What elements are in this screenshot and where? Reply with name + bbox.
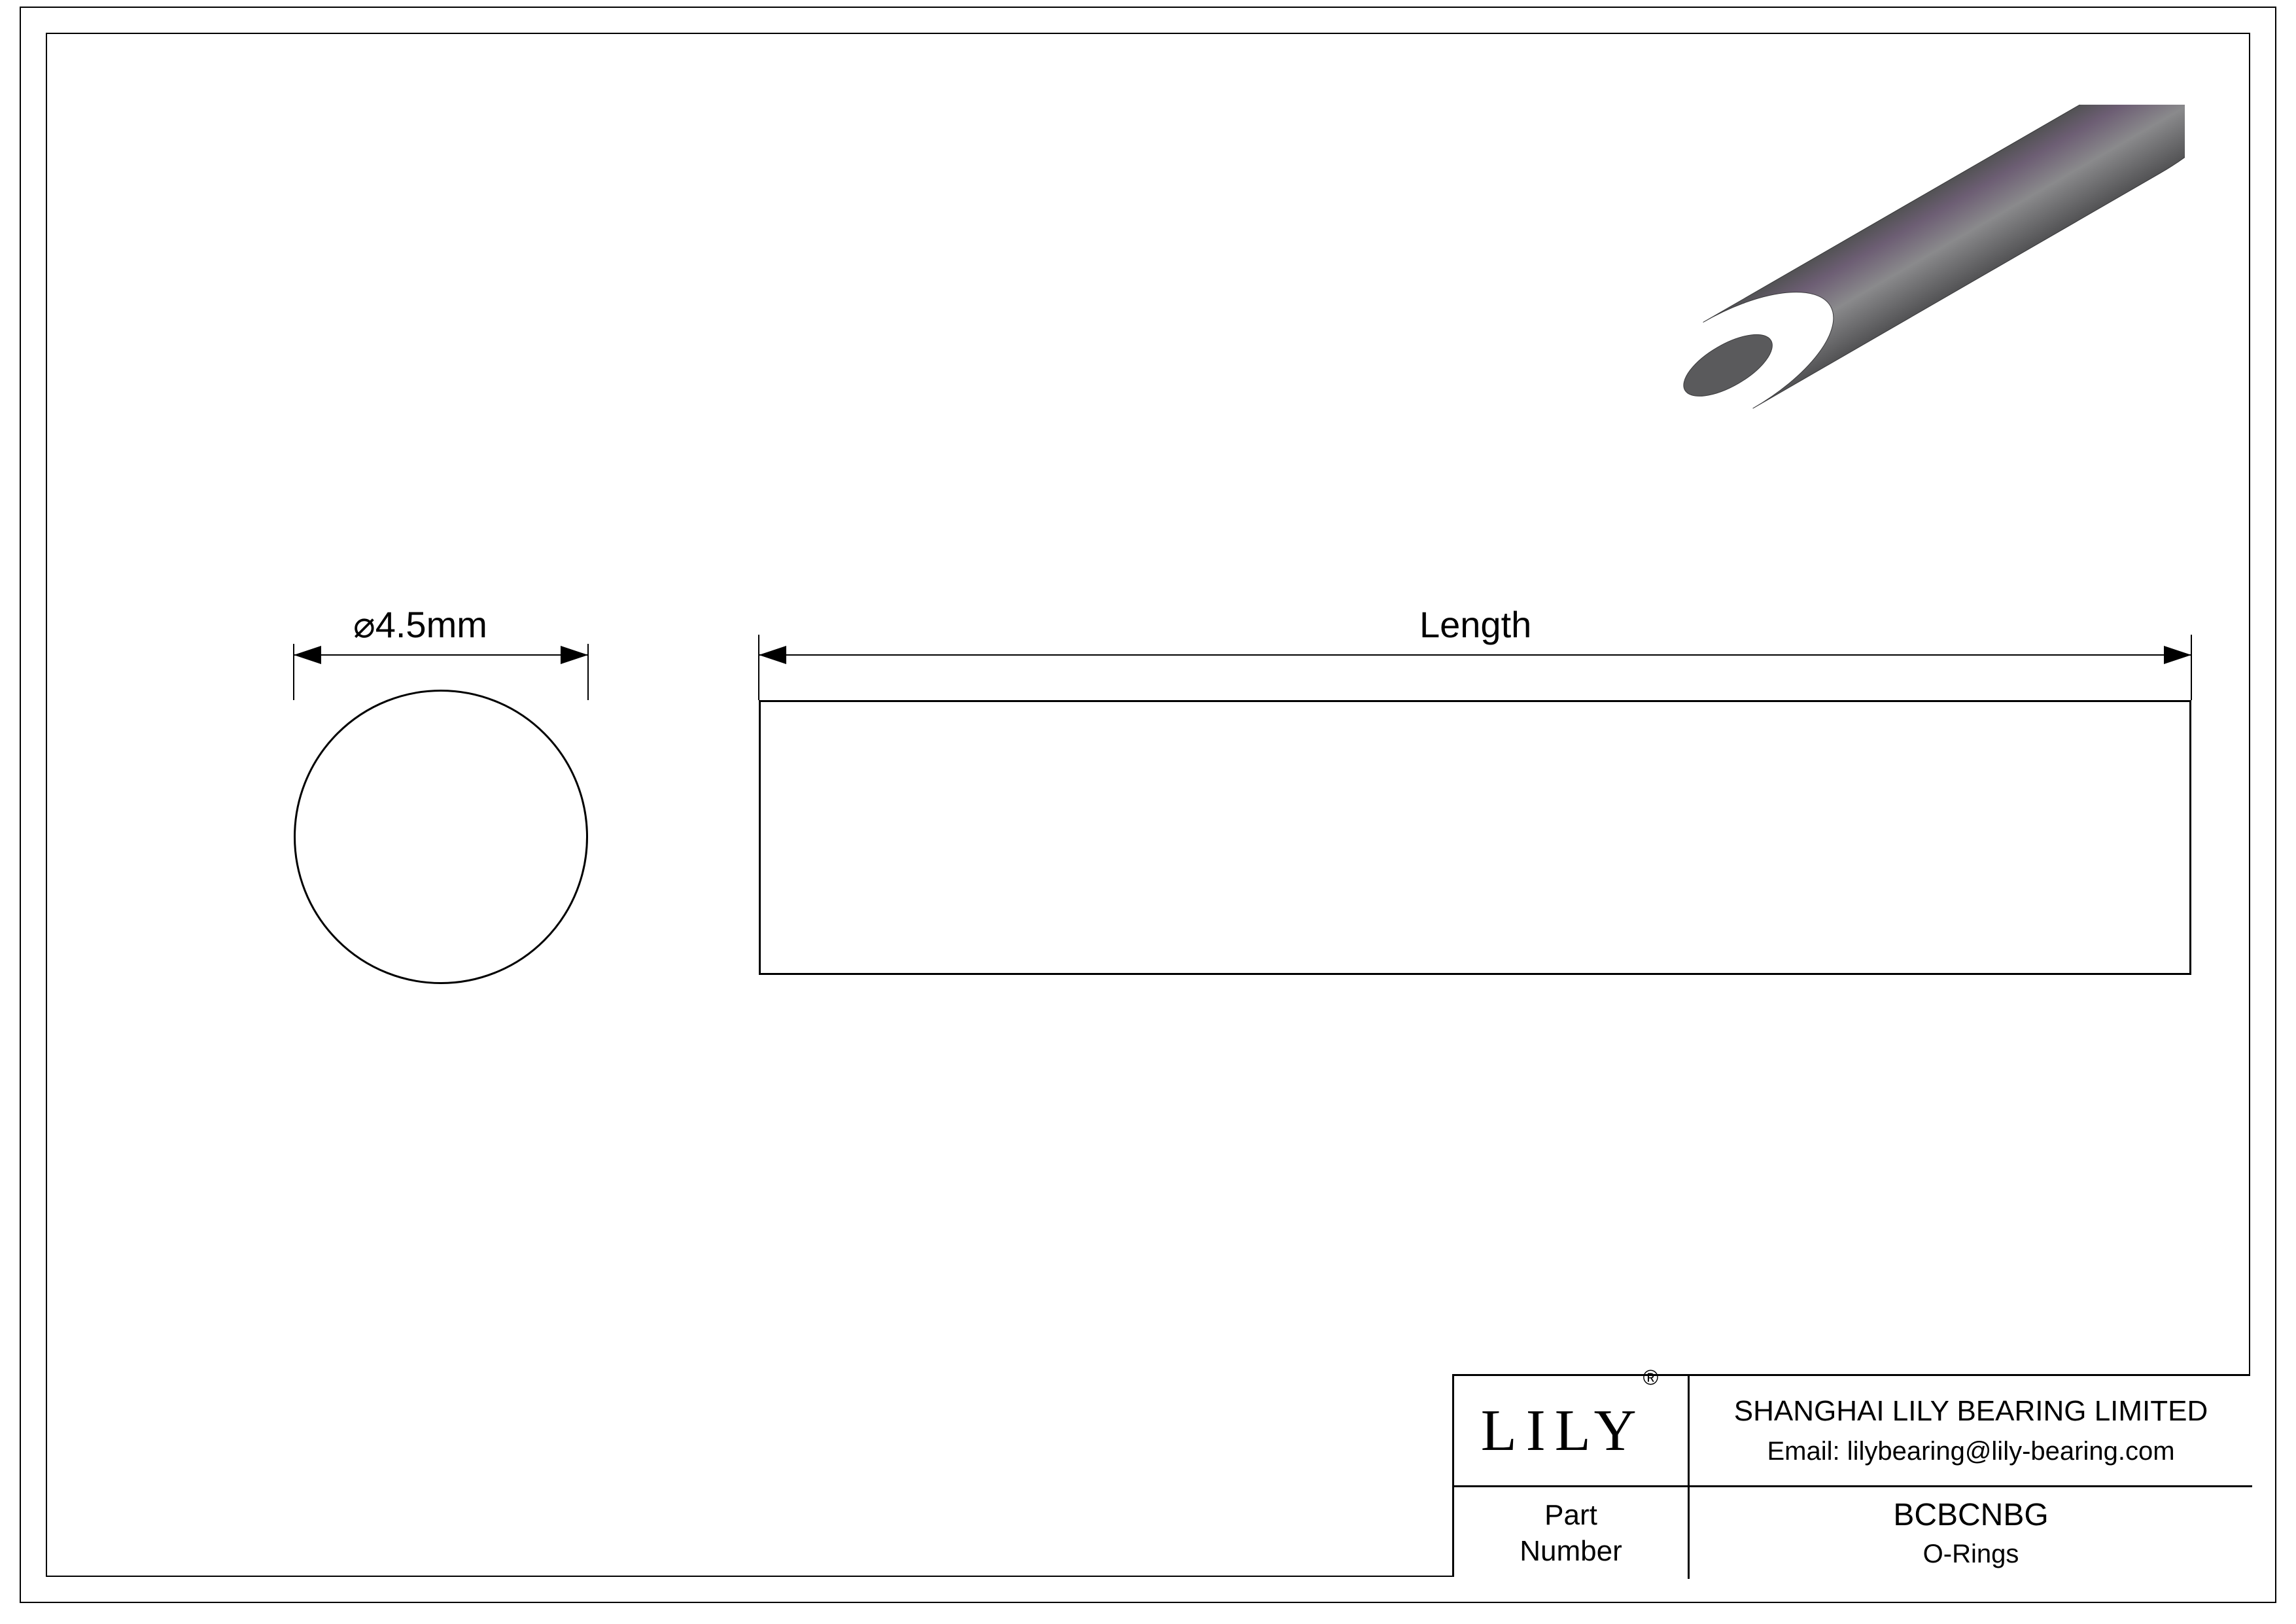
- side-view-rect: [759, 700, 2191, 975]
- part-number-label-line2: Number: [1520, 1535, 1622, 1567]
- part-number-value-cell: BCBCNBG O-Rings: [1690, 1487, 2252, 1579]
- title-block: LILY® SHANGHAI LILY BEARING LIMITED Emai…: [1452, 1374, 2250, 1577]
- length-extension-left: [758, 635, 759, 700]
- brand-logo: LILY®: [1481, 1397, 1661, 1464]
- length-extension-right: [2191, 635, 2192, 700]
- company-email: Email: lilybearing@lily-bearing.com: [1767, 1437, 2174, 1466]
- title-logo-cell: LILY®: [1454, 1376, 1690, 1487]
- dia-dimension-line: [294, 654, 588, 656]
- length-dimension-line: [759, 654, 2191, 656]
- part-number-label-line1: Part: [1544, 1499, 1597, 1531]
- length-label: Length: [1419, 603, 1531, 646]
- part-category: O-Rings: [1923, 1540, 2019, 1569]
- title-company-cell: SHANGHAI LILY BEARING LIMITED Email: lil…: [1690, 1376, 2252, 1487]
- isometric-rod: [1648, 105, 2185, 445]
- dia-arrow-left: [294, 646, 321, 664]
- drawing-canvas: ⌀4.5mm Length LILY® SHANGHAI LILY BEARIN…: [0, 0, 2296, 1624]
- length-arrow-left: [759, 646, 786, 664]
- part-number-label: Part Number: [1520, 1497, 1622, 1569]
- registered-icon: ®: [1643, 1366, 1659, 1389]
- part-number-label-cell: Part Number: [1454, 1487, 1690, 1579]
- company-name: SHANGHAI LILY BEARING LIMITED: [1734, 1395, 2208, 1428]
- cross-section-circle: [294, 690, 588, 984]
- part-number-value: BCBCNBG: [1893, 1497, 2048, 1533]
- length-arrow-right: [2164, 646, 2191, 664]
- dia-label: ⌀4.5mm: [353, 603, 487, 646]
- brand-logo-text: LILY: [1481, 1398, 1646, 1463]
- dia-arrow-right: [561, 646, 588, 664]
